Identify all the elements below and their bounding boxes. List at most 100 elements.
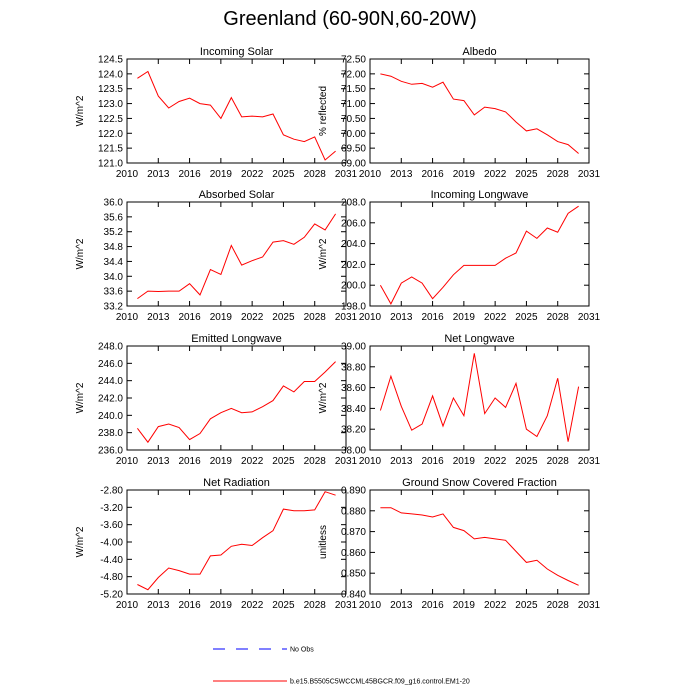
x-tick-label: 2031 [335,312,358,323]
panel-title: Ground Snow Covered Fraction [402,477,557,489]
data-point [314,380,316,382]
x-tick-label: 2013 [390,169,413,180]
data-point [261,256,263,258]
x-tick-label: 2022 [484,456,507,467]
plot-frame [369,345,590,451]
data-point [168,567,170,569]
data-point [390,75,392,77]
data-point [421,282,423,284]
y-tick-label: 0.890 [341,486,366,497]
data-point [230,244,232,246]
plot-frame [126,201,347,307]
x-tick-label: 2022 [241,456,264,467]
data-point [220,273,222,275]
chart-main-title: Greenland (60-90N,60-20W) [223,8,477,30]
data-point [504,539,506,541]
legend: No Obs b.e15.B5505C5WCCML45BGCR.f09_g16.c… [213,647,470,686]
y-tick-label: 240.0 [98,411,123,422]
y-tick-label: -4.80 [100,572,123,583]
data-point [293,391,295,393]
panel-6: Net Longwave W/m^2 2010 2013 2016 2019 2022 202… [318,333,601,467]
data-point [314,509,316,511]
y-tick-label: -4.00 [100,538,123,549]
data-point [577,584,579,586]
y-axis-label: unitless [318,525,329,559]
data-point [494,397,496,399]
x-tick-label: 2016 [421,456,444,467]
x-tick-label: 2019 [210,169,233,180]
x-tick-label: 2025 [515,169,538,180]
data-point [157,576,159,578]
y-tick-label: 71.00 [341,99,366,110]
data-point [188,283,190,285]
y-tick-label: 36.0 [104,198,124,209]
data-point [494,264,496,266]
data-point [136,583,138,585]
data-point [282,239,284,241]
y-tick-label: 38.20 [341,425,366,436]
x-tick-label: 2013 [147,600,170,611]
y-axis-label: W/m^2 [75,238,86,269]
data-point [473,538,475,540]
data-point [241,264,243,266]
legend-obs-label: No Obs [290,647,314,654]
x-tick-label: 2013 [147,169,170,180]
y-tick-label: -3.60 [100,520,123,531]
plot-frame [126,58,347,164]
plot-frame [369,58,590,164]
data-point [379,284,381,286]
data-point [334,360,336,362]
data-point [463,264,465,266]
x-tick-label: 2016 [421,600,444,611]
x-tick-label: 2031 [578,169,601,180]
data-point [324,229,326,231]
x-tick-label: 2025 [515,312,538,323]
data-point [452,397,454,399]
y-tick-label: 70.50 [341,114,366,125]
y-tick-label: 34.8 [104,242,124,253]
y-tick-label: 124.5 [98,55,123,66]
data-point [504,257,506,259]
x-tick-label: 2019 [453,600,476,611]
data-point [157,95,159,97]
data-point [463,414,465,416]
data-point [515,121,517,123]
x-tick-label: 2022 [484,600,507,611]
data-point [463,99,465,101]
data-point [431,516,433,518]
y-tick-label: 70.00 [341,129,366,140]
y-tick-label: 238.0 [98,428,123,439]
x-tick-label: 2016 [178,600,201,611]
y-axis-label: W/m^2 [318,382,329,413]
panel-title: Absorbed Solar [199,189,275,201]
panel-7: Net Radiation W/m^2 2010 2013 2016 2019 2022 20… [75,477,358,611]
panel-2: Albedo % reflected 2010 2013 2016 2019 2022 202… [318,46,601,180]
data-point [314,136,316,138]
x-tick-label: 2016 [178,169,201,180]
x-tick-label: 2031 [335,456,358,467]
y-tick-label: 206.0 [341,218,366,229]
data-point [293,243,295,245]
x-tick-label: 2025 [272,169,295,180]
y-tick-label: 121.0 [98,159,123,170]
data-point [567,212,569,214]
data-point [473,352,475,354]
data-point [261,405,263,407]
data-point [147,290,149,292]
plot-frame [126,345,347,451]
data-point [293,138,295,140]
x-tick-label: 2013 [147,456,170,467]
x-tick-label: 2031 [578,312,601,323]
data-point [168,107,170,109]
x-tick-label: 2022 [241,169,264,180]
data-point [400,405,402,407]
data-point [272,530,274,532]
data-point [272,399,274,401]
data-point [546,414,548,416]
data-point [241,412,243,414]
x-tick-label: 2016 [178,456,201,467]
x-tick-label: 2025 [272,456,295,467]
y-tick-label: 71.50 [341,84,366,95]
data-point [473,264,475,266]
